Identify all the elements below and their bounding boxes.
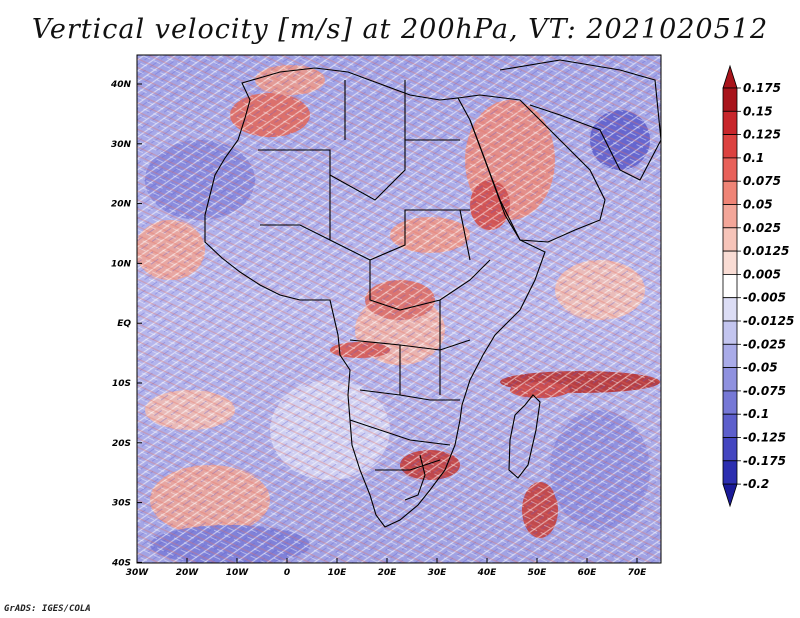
lat-tick-label: 40N <box>110 80 132 90</box>
lon-tick-label: 10W <box>226 568 250 578</box>
colorbar-swatch <box>722 157 738 182</box>
colorbar-swatch <box>722 204 738 229</box>
lon-tick-label: 30W <box>126 568 150 578</box>
lat-tick-label: 40S <box>111 558 131 568</box>
lat-tick-label: EQ <box>117 319 131 329</box>
colorbar-label: -0.125 <box>743 431 786 445</box>
colorbar-swatch <box>722 437 738 462</box>
colorbar-swatch <box>722 250 738 275</box>
lat-tick-label: 30N <box>111 140 132 150</box>
colorbar: 0.175 0.15 0.125 0.1 0.075 0.05 0.025 0.0125 0.0… <box>722 64 794 508</box>
lon-tick-label: 20E <box>378 568 398 578</box>
iran-outline <box>499 59 661 181</box>
colorbar-label: -0.005 <box>743 291 786 305</box>
lon-tick-label: 0 <box>284 568 290 578</box>
colorbar-bottom-arrow <box>722 483 738 508</box>
lat-tick-label: 10N <box>111 259 132 269</box>
colorbar-swatch <box>722 180 738 205</box>
colorbar-label: -0.0125 <box>743 314 794 328</box>
colorbar-label: -0.05 <box>743 361 778 375</box>
lat-tick-label: 20N <box>111 200 132 210</box>
colorbar-label: 0.0125 <box>743 244 789 258</box>
colorbar-swatch <box>722 227 738 252</box>
map-frame <box>136 54 662 564</box>
lon-tick-label: 10E <box>328 568 348 578</box>
colorbar-label: -0.1 <box>743 407 769 421</box>
colorbar-swatch <box>722 343 738 368</box>
country-borders <box>204 59 661 528</box>
lon-tick-label: 50E <box>528 568 548 578</box>
colorbar-swatch <box>722 297 738 322</box>
lon-tick-label: 60E <box>578 568 598 578</box>
madagascar <box>508 394 541 479</box>
longitude-axis: 30W 20W 10W 0 10E 20E 30E 40E 50E 60E 70E <box>126 558 647 578</box>
colorbar-label: 0.05 <box>743 198 773 212</box>
lat-tick-label: 10S <box>112 379 131 389</box>
colorbar-swatch <box>722 320 738 345</box>
arabia-outline <box>457 94 606 243</box>
lon-tick-label: 30E <box>428 568 448 578</box>
colorbar-swatch <box>722 110 738 136</box>
colorbar-swatch <box>722 273 738 299</box>
colorbar-swatch <box>722 367 738 392</box>
colorbar-top-arrow <box>722 64 738 89</box>
colorbar-swatch <box>722 460 738 485</box>
colorbar-label: 0.075 <box>743 174 781 188</box>
chart-title: Vertical velocity [m/s] at 200hPa, VT: 2… <box>31 14 769 45</box>
colorbar-label: -0.175 <box>743 454 786 468</box>
colorbar-label: -0.025 <box>743 337 786 351</box>
lat-tick-label: 30S <box>112 499 131 509</box>
colorbar-label: 0.005 <box>743 267 781 281</box>
lat-tick-label: 20S <box>112 439 131 449</box>
latitude-axis: 40N 30N 20N 10N EQ 10S 20S 30S 40S <box>110 80 142 568</box>
lon-tick-label: 20W <box>176 568 200 578</box>
colorbar-label: 0.125 <box>743 128 781 142</box>
colorbar-swatch <box>722 413 738 438</box>
colorbar-swatch <box>722 390 738 415</box>
colorbar-swatch <box>722 134 738 159</box>
colorbar-label: 0.025 <box>743 221 781 235</box>
lon-tick-label: 40E <box>477 568 498 578</box>
credit-text: GrADS: IGES/COLA <box>4 604 91 614</box>
lon-tick-label: 70E <box>628 568 648 578</box>
colorbar-label: -0.075 <box>743 384 786 398</box>
colorbar-label: -0.2 <box>743 477 769 491</box>
colorbar-swatch <box>722 87 738 112</box>
colorbar-label: 0.1 <box>743 151 764 165</box>
colorbar-label: 0.15 <box>743 104 773 118</box>
colorbar-label: 0.175 <box>743 81 781 95</box>
